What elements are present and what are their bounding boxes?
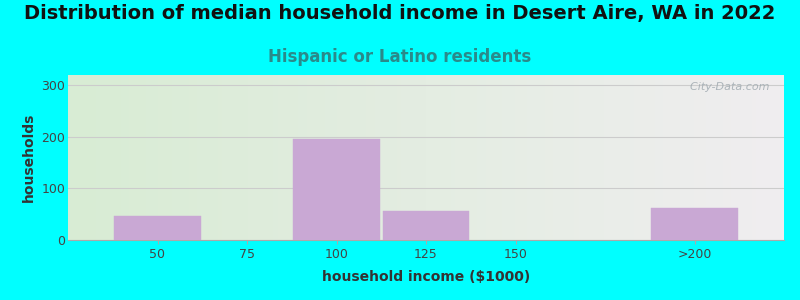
Bar bbox=[293, 139, 380, 240]
Text: Hispanic or Latino residents: Hispanic or Latino residents bbox=[268, 48, 532, 66]
Bar bbox=[114, 216, 201, 240]
Bar bbox=[651, 208, 738, 240]
X-axis label: household income ($1000): household income ($1000) bbox=[322, 270, 530, 284]
Bar bbox=[382, 211, 470, 240]
Text: Distribution of median household income in Desert Aire, WA in 2022: Distribution of median household income … bbox=[24, 4, 776, 23]
Y-axis label: households: households bbox=[22, 113, 36, 202]
Text: City-Data.com: City-Data.com bbox=[683, 82, 770, 92]
